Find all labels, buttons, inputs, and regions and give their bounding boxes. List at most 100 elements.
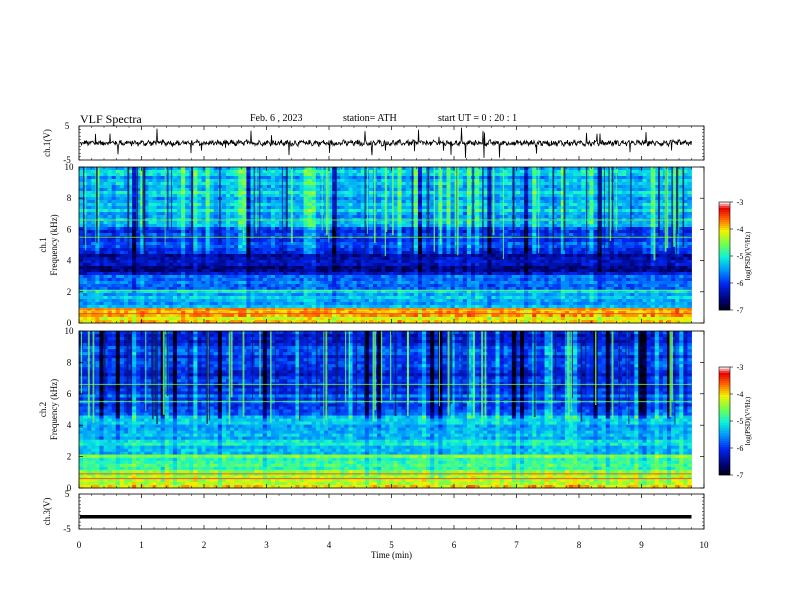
ch1-spectrogram-cell — [246, 197, 251, 201]
ch1-spectrogram-cell — [258, 200, 264, 204]
ch1-spectrogram-cell — [381, 173, 386, 177]
ch1-spectrogram-cell — [364, 251, 370, 255]
ch1-spectrogram-cell — [540, 242, 545, 246]
ch1-spectrogram-cell — [246, 170, 251, 174]
ch1-spectrogram-cell — [683, 233, 688, 237]
ch1-spectrogram-cell — [417, 176, 423, 180]
ch1-spectrogram-cell — [352, 224, 358, 228]
ch1-spectrogram-cell — [520, 221, 525, 225]
ch1-spectrogram-cell — [381, 251, 386, 255]
ch1-spectrogram-cell — [344, 248, 349, 252]
ch1-spectrogram-cell — [205, 239, 211, 243]
ch1-spectrogram-cell — [646, 233, 652, 237]
ch1-spectrogram-cell — [303, 206, 309, 210]
ch1-spectrogram-cell — [475, 260, 480, 264]
ch1-spectrogram-cell — [360, 167, 366, 171]
ch1-spectrogram-cell — [87, 179, 92, 183]
ch1-spectrogram-cell — [213, 239, 219, 243]
ch1-spectrogram-cell — [609, 257, 615, 261]
ch1-spectrogram-cell — [556, 182, 562, 186]
ch1-spectrogram-cell — [544, 212, 549, 216]
ch1-spectrogram-cell — [564, 176, 570, 180]
ch1-spectrogram-cell — [381, 212, 386, 216]
ch1-spectrogram-cell — [87, 206, 92, 210]
ch1-spectrogram-cell — [483, 257, 488, 261]
ch1-spectrogram-cell — [605, 242, 611, 246]
ch1-spectrogram-cell — [556, 176, 562, 180]
ch1-spectrogram-cell — [475, 182, 480, 186]
ch1-spectrogram-cell — [315, 185, 321, 189]
ch1-spectrogram-cell — [687, 182, 692, 186]
ch1-spectrogram-cell — [642, 194, 647, 198]
ch1-spectrogram-cell — [152, 251, 157, 255]
ch1-spectrogram-cell — [344, 206, 349, 210]
ch1-spectrogram-cell — [487, 245, 492, 249]
ch1-spectrogram-cell — [593, 203, 598, 207]
ch1-spectrogram-cell — [230, 224, 235, 228]
ch1-spectrogram-cell — [242, 221, 247, 225]
ch1-spectrogram-cell — [287, 230, 292, 234]
ch1-spectrogram-cell — [569, 242, 574, 246]
ch1-spectrogram-cell — [262, 176, 268, 180]
ch1-spectrogram-cell — [91, 215, 96, 219]
ch1-spectrogram-cell — [91, 248, 96, 252]
ch1-spectrogram-cell — [507, 176, 513, 180]
ch1-spectrogram-cell — [650, 182, 656, 186]
ch1-spectrogram-cell — [303, 182, 309, 186]
ch1-spectrogram-cell — [507, 221, 513, 225]
ch1-spectrogram-cell — [340, 227, 345, 231]
ch1-spectrogram-cell — [217, 254, 223, 258]
ch1-spectrogram-cell — [168, 194, 174, 198]
ch1-spectrogram-cell — [287, 224, 292, 228]
ch1-spectrogram-cell — [532, 200, 537, 204]
ch1-spectrogram-cell — [328, 215, 333, 219]
ch1-spectrogram-cell — [569, 179, 574, 183]
ch1-spectrogram-cell — [250, 191, 255, 195]
ch1-spectrogram-cell — [540, 203, 545, 207]
ch1-spectrogram-cell — [569, 185, 574, 189]
ch1-spectrogram-cell — [679, 194, 684, 198]
ch1-spectrogram-cell — [560, 251, 566, 255]
ch1-spectrogram-cell — [483, 173, 488, 177]
ch1-spectrogram-cell — [213, 182, 219, 186]
ch1-spectrogram-cell — [577, 188, 582, 192]
ch1-spectrogram-cell — [618, 239, 623, 243]
ch1-spectrogram-cell — [352, 230, 358, 234]
ch1-spectrogram-cell — [466, 242, 472, 246]
ch1-spectrogram-cell — [172, 191, 178, 195]
ch1-spectrogram-cell — [299, 200, 304, 204]
ch1-spectrogram-cell — [581, 191, 586, 195]
ch1-spectrogram-cell — [242, 179, 247, 183]
ch1-spectrogram-cell — [430, 215, 435, 219]
ch1-spectrogram-cell — [87, 188, 92, 192]
ch1-spectrogram-cell — [140, 242, 145, 246]
ch1-spectrogram-cell — [675, 254, 680, 258]
ch1-spectrogram-cell — [679, 200, 684, 204]
ch1-spectrogram-cell — [299, 173, 304, 177]
ch1-spectrogram-cell — [442, 251, 447, 255]
ch1-spectrogram-cell — [115, 215, 121, 219]
ch1-spectrogram-cell — [495, 239, 500, 243]
ch1-spectrogram-cell — [397, 245, 402, 249]
ch1-spectrogram-cell — [311, 224, 317, 228]
ch1-spectrogram-cell — [573, 233, 578, 237]
ch1-spectrogram-cell — [642, 191, 647, 195]
ch1-spectrogram-cell — [638, 221, 643, 225]
ch1-spectrogram-cell — [193, 251, 198, 255]
ch1-spectrogram-cell — [397, 197, 402, 201]
ch1-spectrogram-cell — [279, 245, 284, 249]
ch1-spectrogram-cell — [185, 203, 190, 207]
ch1-spectrogram-cell — [515, 194, 521, 198]
ch1-spectrogram-cell — [307, 254, 313, 258]
ch1-spectrogram-cell — [168, 188, 174, 192]
ch1-spectrogram-cell — [99, 185, 104, 189]
ch1-spectrogram-cell — [262, 251, 268, 255]
ch1-spectrogram-cell — [324, 260, 329, 264]
ch1-spectrogram-cell — [283, 173, 288, 177]
ch1-spectrogram-cell — [511, 257, 517, 261]
ch1-spectrogram-cell — [111, 179, 117, 183]
ch1-spectrogram-cell — [111, 239, 117, 243]
ch1-spectrogram-cell — [650, 212, 656, 216]
ch1-spectrogram-cell — [262, 215, 268, 219]
ch1-spectrogram-cell — [185, 227, 190, 231]
